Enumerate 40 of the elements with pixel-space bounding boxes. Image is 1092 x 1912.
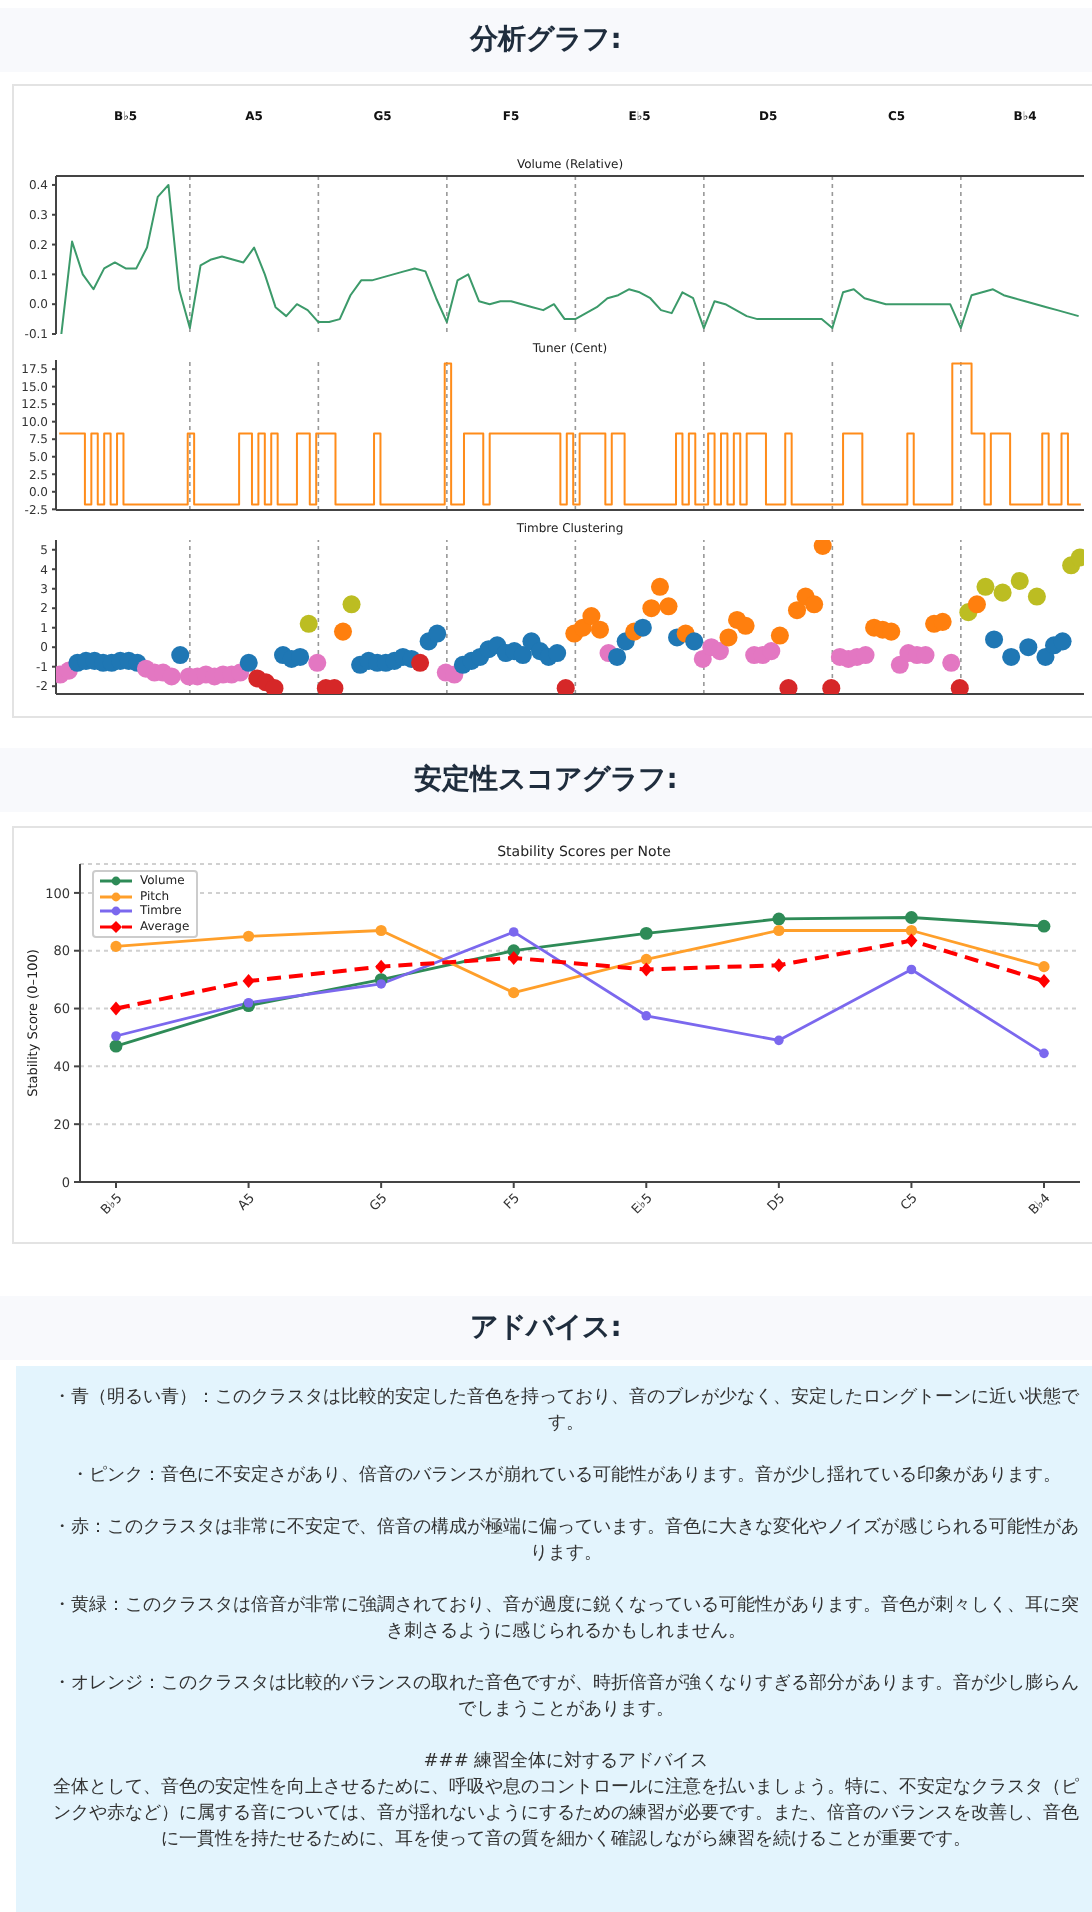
point bbox=[110, 1001, 122, 1016]
point bbox=[905, 924, 918, 937]
point bbox=[640, 953, 652, 965]
point bbox=[1037, 919, 1051, 933]
point bbox=[774, 1035, 784, 1046]
point bbox=[376, 979, 386, 989]
point bbox=[1039, 1048, 1049, 1059]
point bbox=[641, 1010, 652, 1021]
text: ・オレンジ：このクラスタは比較的バランスの取れた音色ですが、時折倍音が強くなりすぎる部分があります。音が少し膨らんでしまうことがあります。 bbox=[51, 1672, 1081, 1724]
text: 全体として、音色の安定性を向上させるために、呼吸や息のコントロールに注意を払いましょう。特に、不安定なクラスタ（ピンクや赤など）に属する音については、音が揺れないようにするための練習が必要です。また、倍音のバランスを改善し、音色に一貫性を持たせるために、耳を使って音の質を細かく確認しながら練習を続けることが重要です。 bbox=[51, 1776, 1081, 1854]
point bbox=[508, 927, 519, 937]
point bbox=[508, 987, 520, 999]
line-series bbox=[60, 183, 1080, 334]
point bbox=[242, 930, 255, 942]
point bbox=[772, 912, 786, 926]
text: ・赤：このクラスタは非常に不安定で、倍音の構成が極端に偏っています。音色に大きな変化やノイズが感じられる可能性があります。 bbox=[51, 1516, 1081, 1568]
text: アドバイス: bbox=[0, 1296, 1092, 1360]
point bbox=[242, 974, 255, 989]
point bbox=[1038, 974, 1050, 989]
point bbox=[906, 964, 917, 975]
point bbox=[639, 926, 653, 940]
text: ・青（明るい青）：このクラスタは比較的安定した音色を持っており、音のブレが少なく、安定したロングトーンに近い状態です。 bbox=[51, 1386, 1081, 1438]
text: 分析グラフ: bbox=[0, 8, 1092, 72]
point bbox=[109, 1039, 123, 1053]
point bbox=[772, 958, 785, 973]
point bbox=[111, 1031, 121, 1041]
point bbox=[110, 940, 122, 952]
text: ### 練習全体に対するアドバイス bbox=[421, 1750, 711, 1776]
text: 安定性スコアグラフ: bbox=[0, 748, 1092, 812]
point bbox=[375, 924, 387, 937]
point bbox=[773, 924, 785, 937]
text: ・ピンク：音色に不安定さがあり、倍音のバランスが崩れている可能性があります。音が少し揺れている印象があります。 bbox=[69, 1464, 1063, 1490]
point bbox=[375, 959, 388, 974]
point bbox=[507, 950, 520, 965]
point bbox=[640, 962, 653, 977]
point bbox=[905, 911, 918, 924]
point bbox=[1038, 961, 1050, 973]
text: ・黄緑：このクラスタは倍音が非常に強調されており、音が過度に鋭くなっている可能性があります。音色が刺々しく、耳に突き刺さるように感じられるかもしれません。 bbox=[51, 1594, 1081, 1646]
point bbox=[243, 997, 254, 1008]
point bbox=[905, 933, 918, 948]
